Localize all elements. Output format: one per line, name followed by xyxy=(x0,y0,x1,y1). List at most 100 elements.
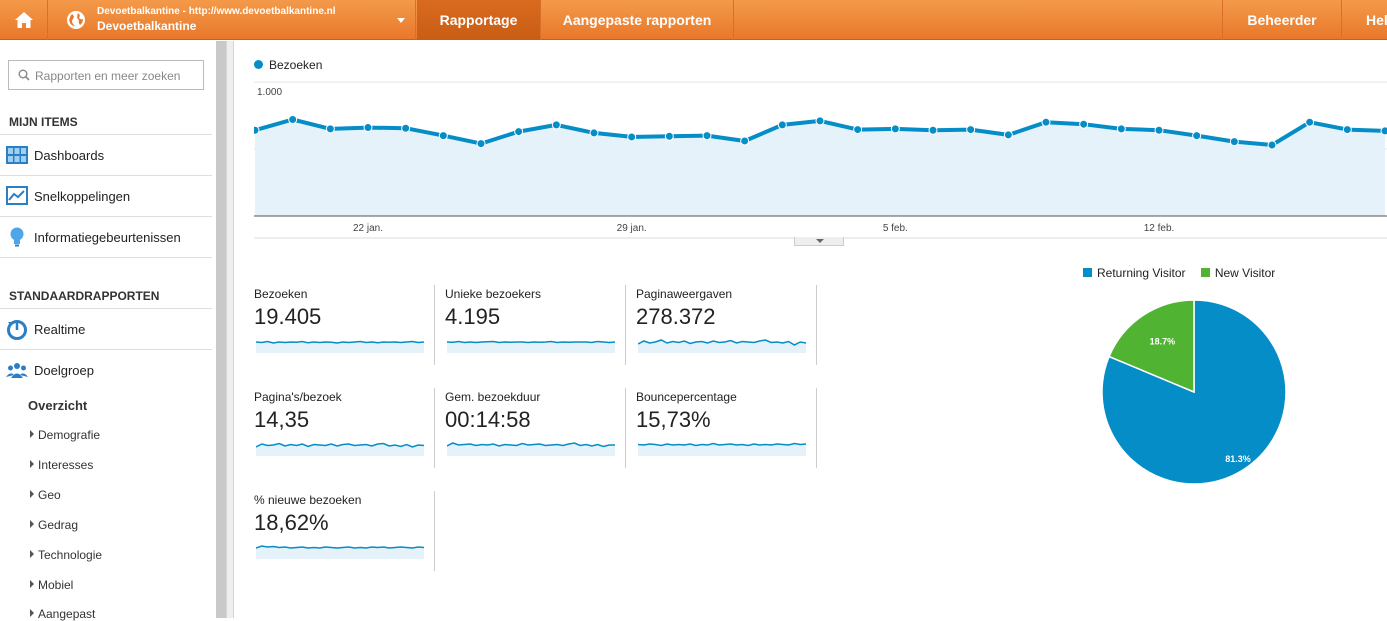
sidebar-item-doelgroep[interactable]: Doelgroep xyxy=(0,350,212,390)
data-point[interactable] xyxy=(514,127,524,137)
metric-bouncepercentage[interactable]: Bouncepercentage 15,73% xyxy=(636,390,818,470)
data-point[interactable] xyxy=(740,136,750,146)
sparkline xyxy=(638,339,807,353)
data-point[interactable] xyxy=(928,125,938,135)
account-selector[interactable]: Devoetbalkantine - http://www.devoetbalk… xyxy=(56,0,416,40)
sparkline-line xyxy=(638,442,807,447)
sidebar-item-informatiegebeurtenissen[interactable]: Informatiegebeurtenissen xyxy=(0,217,212,257)
metric-label: Bezoeken xyxy=(254,287,308,301)
data-point[interactable] xyxy=(664,131,674,141)
home-button[interactable] xyxy=(0,0,48,40)
sidebar-subitem-technologie[interactable]: Technologie xyxy=(30,548,102,562)
metric-paginaweergaven[interactable]: Paginaweergaven 278.372 xyxy=(636,287,818,367)
sidebar-resize-handle[interactable] xyxy=(226,41,234,618)
tab-aangepaste-rapporten[interactable]: Aangepaste rapporten xyxy=(541,0,734,40)
sidebar-item-dashboards[interactable]: Dashboards xyxy=(0,135,212,175)
sparkline-area xyxy=(638,443,806,456)
legend-swatch-icon xyxy=(1200,268,1210,277)
data-point[interactable] xyxy=(288,115,298,125)
admin-link[interactable]: Beheerder xyxy=(1222,0,1342,40)
data-point[interactable] xyxy=(589,128,599,138)
data-point[interactable] xyxy=(325,124,335,134)
metric-gem-bezoekduur[interactable]: Gem. bezoekduur 00:14:58 xyxy=(445,390,627,470)
metric-label: Pagina's/bezoek xyxy=(254,390,342,404)
caret-right-icon xyxy=(30,490,34,498)
data-point[interactable] xyxy=(853,125,863,135)
data-point[interactable] xyxy=(1079,119,1089,129)
data-point[interactable] xyxy=(551,120,561,130)
metric-value: 14,35 xyxy=(254,407,310,432)
pie-slice-new[interactable] xyxy=(1108,299,1195,394)
data-point[interactable] xyxy=(476,139,486,149)
metric-unieke-bezoekers[interactable]: Unieke bezoekers 4.195 xyxy=(445,287,627,367)
metric-nieuwe-bezoeken[interactable]: % nieuwe bezoeken 18,62% xyxy=(254,493,436,573)
data-point[interactable] xyxy=(1116,124,1126,134)
metric-value: 4.195 xyxy=(445,304,501,329)
audience-icon xyxy=(6,363,28,378)
data-point[interactable] xyxy=(363,123,373,133)
data-point[interactable] xyxy=(1229,137,1239,147)
data-point[interactable] xyxy=(1305,117,1315,127)
divider xyxy=(0,175,212,176)
data-point[interactable] xyxy=(777,120,787,130)
sidebar-subitem-demografie[interactable]: Demografie xyxy=(30,428,100,442)
sidebar-subitem-interesses[interactable]: Interesses xyxy=(30,458,93,472)
sidebar-subitem-geo[interactable]: Geo xyxy=(30,488,61,502)
sparkline-line xyxy=(256,545,425,549)
search-input[interactable]: Rapporten en meer zoeken xyxy=(8,60,204,90)
data-point[interactable] xyxy=(1380,126,1387,136)
data-point[interactable] xyxy=(254,125,260,135)
data-point[interactable] xyxy=(890,124,900,134)
data-point[interactable] xyxy=(966,125,976,135)
divider xyxy=(0,134,212,135)
sparkline xyxy=(256,545,425,559)
metric-paginas-per-bezoek[interactable]: Pagina's/bezoek 14,35 xyxy=(254,390,436,470)
help-link[interactable]: Help xyxy=(1342,0,1387,40)
sparkline xyxy=(256,340,425,353)
data-point[interactable] xyxy=(815,116,825,126)
divider xyxy=(434,491,435,571)
divider xyxy=(625,388,626,468)
pie-slice-label: 18.7% xyxy=(1150,337,1176,347)
tab-rapportage[interactable]: Rapportage xyxy=(417,0,541,40)
sidebar-item-snelkoppelingen[interactable]: Snelkoppelingen xyxy=(0,176,212,216)
data-point[interactable] xyxy=(438,131,448,141)
metric-label: Paginaweergaven xyxy=(636,287,733,301)
chart-collapse-toggle[interactable] xyxy=(794,237,844,246)
sidebar-subitem-label: Geo xyxy=(38,488,61,502)
data-point[interactable] xyxy=(627,132,637,142)
data-point[interactable] xyxy=(1267,140,1277,150)
metric-bezoeken[interactable]: Bezoeken 19.405 xyxy=(254,287,436,367)
divider xyxy=(0,308,212,309)
sidebar-item-realtime[interactable]: Realtime xyxy=(0,309,212,349)
caret-right-icon xyxy=(30,580,34,588)
metric-value: 18,62% xyxy=(254,510,329,535)
sidebar-subitem-label: Gedrag xyxy=(38,518,79,532)
x-tick-label: 12 feb. xyxy=(1144,223,1175,234)
sparkline-area xyxy=(256,443,424,456)
sidebar-item-label: Dashboards xyxy=(34,148,105,163)
sidebar: Rapporten en meer zoeken MIJN ITEMS Dash… xyxy=(0,41,212,621)
sidebar-scrollbar[interactable] xyxy=(216,41,226,618)
sidebar-item-label: Realtime xyxy=(34,322,86,337)
metric-value: 15,73% xyxy=(636,407,711,432)
search-placeholder: Rapporten en meer zoeken xyxy=(35,69,181,83)
legend-label: Returning Visitor xyxy=(1097,266,1186,280)
sparkline-line xyxy=(447,340,616,344)
legend-item-new[interactable]: New Visitor xyxy=(1200,266,1275,280)
shortcuts-icon xyxy=(6,186,28,205)
sidebar-subitem-gedrag[interactable]: Gedrag xyxy=(30,518,78,532)
legend-item-returning[interactable]: Returning Visitor xyxy=(1083,266,1186,280)
data-point[interactable] xyxy=(1041,117,1051,127)
sparkline-line xyxy=(638,339,807,346)
sidebar-subitem-mobiel[interactable]: Mobiel xyxy=(30,578,73,592)
data-point[interactable] xyxy=(401,123,411,133)
data-point[interactable] xyxy=(1192,131,1202,141)
data-point[interactable] xyxy=(1154,125,1164,135)
search-icon xyxy=(18,69,30,81)
data-point[interactable] xyxy=(702,131,712,141)
data-point[interactable] xyxy=(1003,130,1013,140)
sidebar-subitem-aangepast[interactable]: Aangepast xyxy=(30,607,95,621)
data-point[interactable] xyxy=(1342,125,1352,135)
sidebar-item-overzicht[interactable]: Overzicht xyxy=(28,398,88,413)
